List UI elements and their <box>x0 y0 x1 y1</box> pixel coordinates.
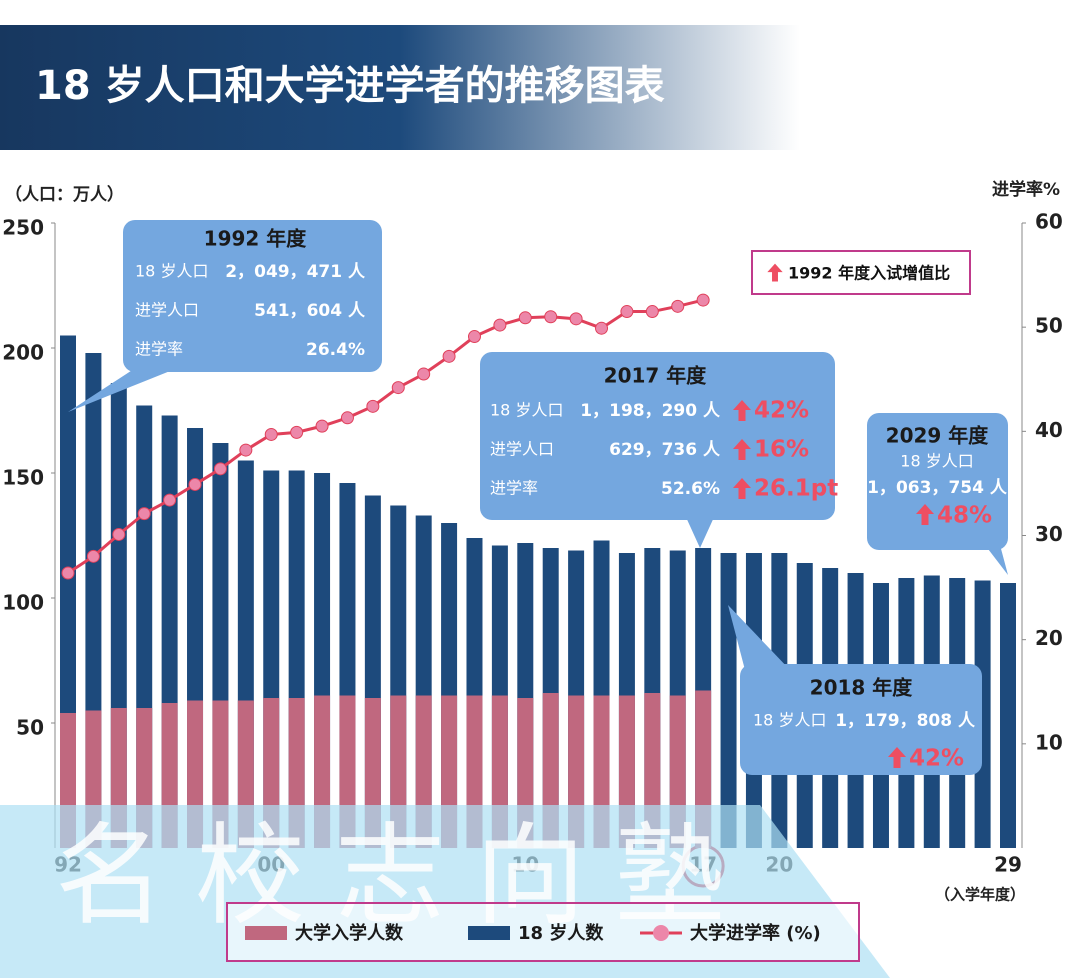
rate-point <box>61 566 75 580</box>
y2-axis-label: 进学率% <box>992 179 1060 200</box>
callout-text: 进学人口 <box>490 440 554 459</box>
callout-text: 2029 年度 <box>886 424 990 448</box>
callout-text: 1，179，808 人 <box>835 711 976 731</box>
callout <box>867 413 1008 550</box>
callout-text: 26.4% <box>306 340 365 360</box>
callout-text: 2018 年度 <box>810 676 914 700</box>
rate-point <box>467 330 481 344</box>
highlight-box <box>751 250 971 295</box>
legend-box <box>226 902 860 962</box>
callout-text: 629，736 人 <box>609 440 721 460</box>
up-arrow <box>916 504 934 525</box>
callout-text: 进学率 <box>135 340 183 359</box>
callout-tail <box>685 515 715 548</box>
legend-marker <box>653 925 669 941</box>
legend-label: 大学入学人数 <box>295 922 404 944</box>
rate-point <box>137 507 151 521</box>
rate-point <box>163 493 177 507</box>
legend-swatch <box>245 926 287 940</box>
legend-label: 18 岁人数 <box>518 922 604 944</box>
legend-label: 大学进学率 (%) <box>690 922 821 944</box>
callout-text: 26.1pt <box>754 476 838 502</box>
callout-tail <box>985 545 1008 575</box>
y-tick-label: 100 <box>2 591 44 615</box>
rate-point <box>645 305 659 319</box>
rate-point <box>315 419 329 433</box>
callout-text: 2017 年度 <box>604 364 708 388</box>
callout-text: 18 岁人口 <box>135 262 208 281</box>
rate-point <box>493 318 507 332</box>
rate-point <box>569 312 583 326</box>
x-tick-label: 29 <box>994 853 1022 877</box>
legend-swatch <box>468 926 510 940</box>
rate-point <box>264 427 278 441</box>
rate-point <box>544 310 558 324</box>
chart-title: 18 岁人口和大学进学者的推移图表 <box>35 63 665 109</box>
header-band <box>0 25 800 150</box>
callout-text: 进学率 <box>490 479 538 498</box>
callout-text: 42% <box>754 398 809 424</box>
up-arrow <box>888 747 906 768</box>
up-arrow <box>733 478 751 499</box>
rate-point <box>290 425 304 439</box>
rate-point <box>620 305 634 319</box>
callout <box>740 664 982 775</box>
callout-text: 18 岁人口 <box>753 711 826 730</box>
bar <box>974 580 991 848</box>
y2-tick-label: 20 <box>1035 626 1063 650</box>
rate-point <box>86 549 100 563</box>
x-axis-label: （入学年度） <box>935 886 1025 904</box>
y-tick-label: 150 <box>2 466 44 490</box>
rate-point <box>366 399 380 413</box>
callout-text: 48% <box>937 503 992 529</box>
callout-text: 进学人口 <box>135 301 199 320</box>
rate-point <box>239 443 253 457</box>
callout-text: 42% <box>909 746 964 772</box>
callout-text: 18 岁人口 <box>490 401 563 420</box>
rate-point <box>696 293 710 307</box>
rate-point <box>417 367 431 381</box>
callout-text: 1，198，290 人 <box>580 401 721 421</box>
y-tick-label: 200 <box>2 341 44 365</box>
y2-tick-label: 40 <box>1035 418 1063 442</box>
rate-point <box>442 349 456 363</box>
rate-point <box>188 477 202 491</box>
callout-text: 18 岁人口 <box>900 452 973 471</box>
callout-text: 52.6% <box>661 479 720 499</box>
callout-text: 2，049，471 人 <box>225 262 366 282</box>
bar <box>720 553 737 848</box>
rate-point <box>518 311 532 325</box>
callout-text: 541，604 人 <box>254 301 366 321</box>
y2-tick-label: 10 <box>1035 730 1063 754</box>
rate-point <box>213 462 227 476</box>
callout-tail <box>728 605 790 670</box>
bar <box>1000 583 1016 848</box>
callout-text: 1992 年度 <box>204 227 308 251</box>
y2-tick-label: 60 <box>1035 210 1063 234</box>
rate-point <box>671 299 685 313</box>
highlight-label: 1992 年度入试增值比 <box>788 264 950 283</box>
up-arrow <box>733 439 751 460</box>
callout-tail <box>68 365 185 412</box>
callout-text: 16% <box>754 437 809 463</box>
callout <box>123 220 382 372</box>
rate-point <box>595 321 609 335</box>
up-arrow <box>767 263 783 282</box>
rate-point <box>391 381 405 395</box>
callout <box>480 352 835 520</box>
y2-tick-label: 50 <box>1035 314 1063 338</box>
rate-point <box>112 527 126 541</box>
callout-text: 1，063，754 人 <box>867 478 1008 498</box>
up-arrow <box>733 400 751 421</box>
y-tick-label: 50 <box>16 716 44 740</box>
rate-point <box>340 411 354 425</box>
y2-tick-label: 30 <box>1035 522 1063 546</box>
y-tick-label: 250 <box>2 216 44 240</box>
y-axis-label: （人口：万人） <box>5 184 124 205</box>
